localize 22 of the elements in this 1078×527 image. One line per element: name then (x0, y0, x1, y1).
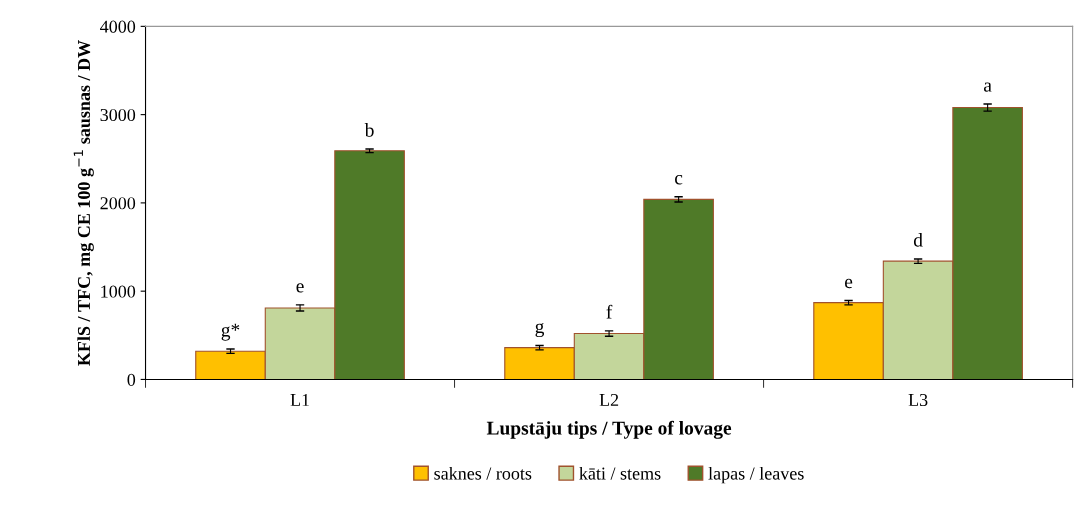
annotation: g* (221, 323, 240, 341)
annotation: f (606, 304, 613, 319)
y-tick-label: 2000 (100, 197, 136, 210)
y-tick-label: 1000 (101, 285, 136, 298)
annotation: e (296, 283, 304, 293)
y-axis-title: KFlS / TFC, mg CE 100 g$^{−1}$ sausnas / DW (73, 40, 94, 366)
legend-label: lapas / leaves (708, 466, 804, 484)
x-tick-label: L1 (290, 393, 309, 406)
legend-label: saknes / roots (434, 466, 532, 480)
legend-label: kāti / stems (579, 466, 661, 480)
annotation: e (845, 278, 853, 289)
annotation: a (984, 82, 992, 92)
annotation: g (535, 322, 545, 338)
y-tick-label: 3000 (100, 108, 136, 122)
annotation: b (364, 123, 374, 137)
y-tick-label: 4000 (100, 20, 136, 33)
annotation: d (913, 232, 923, 247)
x-tick-label: L3 (908, 393, 928, 407)
x-axis-title: Lupstāju tips / Type of lovage (486, 420, 732, 439)
y-tick-label: 0 (127, 373, 136, 386)
annotation: c (675, 175, 683, 185)
x-tick-label: L2 (599, 393, 619, 406)
